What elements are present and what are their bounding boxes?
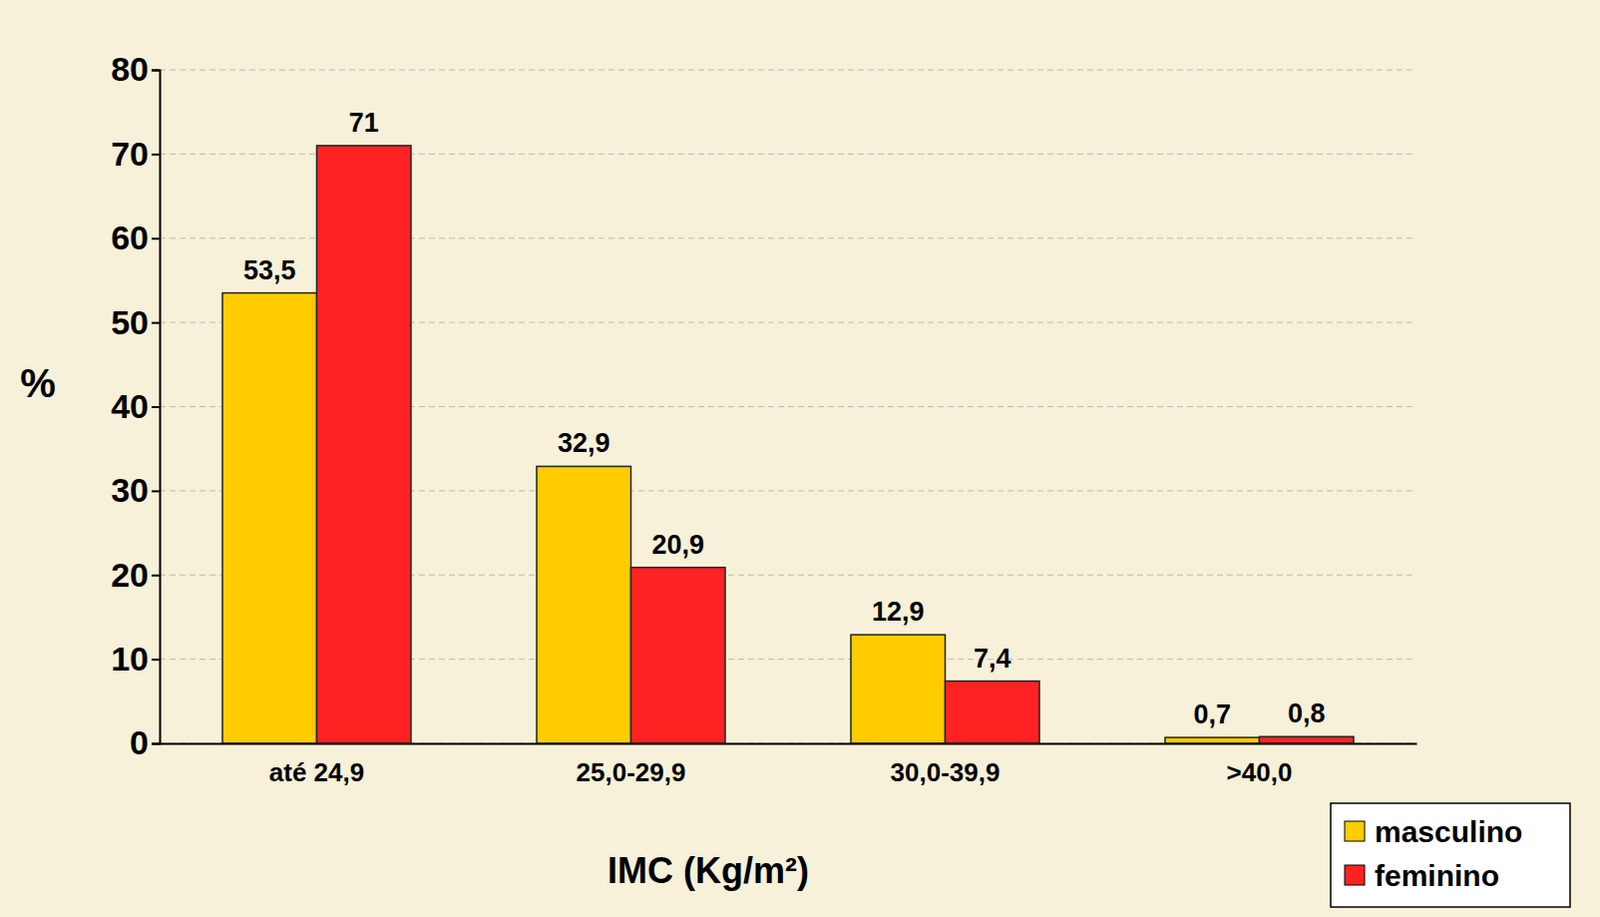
bar — [1259, 736, 1355, 744]
y-axis: 0 10 20 30 40 50 60 70 80 — [110, 49, 160, 762]
y-axis-title: % — [19, 361, 56, 405]
data-label: 20,9 — [651, 529, 705, 560]
tick: 60 — [110, 218, 160, 257]
tick: 20 — [110, 555, 160, 594]
tick: 50 — [110, 303, 160, 342]
tick-mark — [151, 743, 160, 746]
data-label: 0,7 — [1193, 699, 1231, 730]
legend-swatch — [1344, 864, 1365, 885]
tick: até 24,9 — [269, 757, 365, 788]
data-label: 0,8 — [1287, 698, 1326, 729]
tick: >40,0 — [1226, 757, 1293, 788]
axis-line — [151, 70, 161, 745]
tick: 25,0-29,9 — [576, 757, 687, 788]
tick: 10 — [110, 639, 160, 678]
legend-item: feminino — [1344, 858, 1500, 892]
tick-mark — [151, 237, 160, 240]
data-label: 32,9 — [557, 427, 611, 458]
tick-label: até 24,9 — [269, 757, 365, 788]
data-labels: 53,5 32,9 12,9 0,7 71 20,9 7,4 0,8 — [243, 107, 1326, 730]
bar — [317, 145, 412, 744]
tick: 80 — [110, 49, 160, 88]
tick-label: 30,0-39,9 — [890, 757, 1001, 788]
grid-line — [159, 69, 1417, 71]
legend-label: feminino — [1374, 858, 1500, 892]
legend-item: masculino — [1344, 814, 1523, 848]
bar — [631, 567, 727, 744]
tick-label: 20 — [110, 555, 149, 594]
grid-line — [159, 743, 1417, 745]
tick-label: 30 — [110, 470, 149, 509]
grid — [159, 69, 1417, 744]
bar — [850, 634, 946, 744]
data-label: 7,4 — [973, 643, 1012, 674]
bars — [222, 145, 1354, 744]
tick-label: 0 — [129, 723, 149, 762]
legend: masculino feminino — [1330, 802, 1571, 907]
tick-label: 10 — [110, 639, 149, 678]
legend-label: masculino — [1374, 814, 1523, 848]
tick-mark — [151, 489, 160, 492]
bar — [1165, 737, 1260, 744]
tick-mark — [151, 153, 160, 156]
tick-label: 50 — [110, 303, 149, 342]
tick: 30,0-39,9 — [890, 757, 1001, 788]
chart: 53,5 32,9 12,9 0,7 71 20,9 7,4 0,8 0 10 20 30 40 50 60… — [0, 0, 1600, 917]
tick-label: 80 — [110, 49, 149, 88]
tick-label: 60 — [110, 218, 149, 257]
legend-box — [1330, 802, 1571, 907]
axis-line — [160, 743, 1418, 746]
data-label: 12,9 — [871, 596, 925, 627]
tick: 70 — [110, 134, 160, 173]
tick-mark — [151, 322, 160, 325]
tick: 30 — [110, 470, 160, 509]
bar — [222, 293, 318, 744]
x-axis: até 24,9 25,0-29,9 30,0-39,9 >40,0 — [160, 744, 1418, 789]
bar — [536, 465, 632, 744]
tick-mark — [151, 405, 160, 408]
tick-mark — [151, 658, 160, 661]
tick-label: 40 — [110, 387, 149, 425]
tick: 40 — [110, 387, 160, 425]
data-label: 71 — [349, 107, 380, 138]
x-axis-title: IMC (Kg/m²) — [607, 849, 809, 891]
tick: 0 — [129, 723, 160, 762]
tick-mark — [151, 574, 160, 577]
bar — [945, 681, 1041, 744]
tick-label: 25,0-29,9 — [576, 757, 687, 788]
data-label: 53,5 — [243, 255, 297, 286]
legend-swatch — [1344, 820, 1365, 841]
tick-label: >40,0 — [1226, 757, 1293, 788]
tick-label: 70 — [110, 134, 149, 173]
tick-mark — [151, 69, 160, 72]
